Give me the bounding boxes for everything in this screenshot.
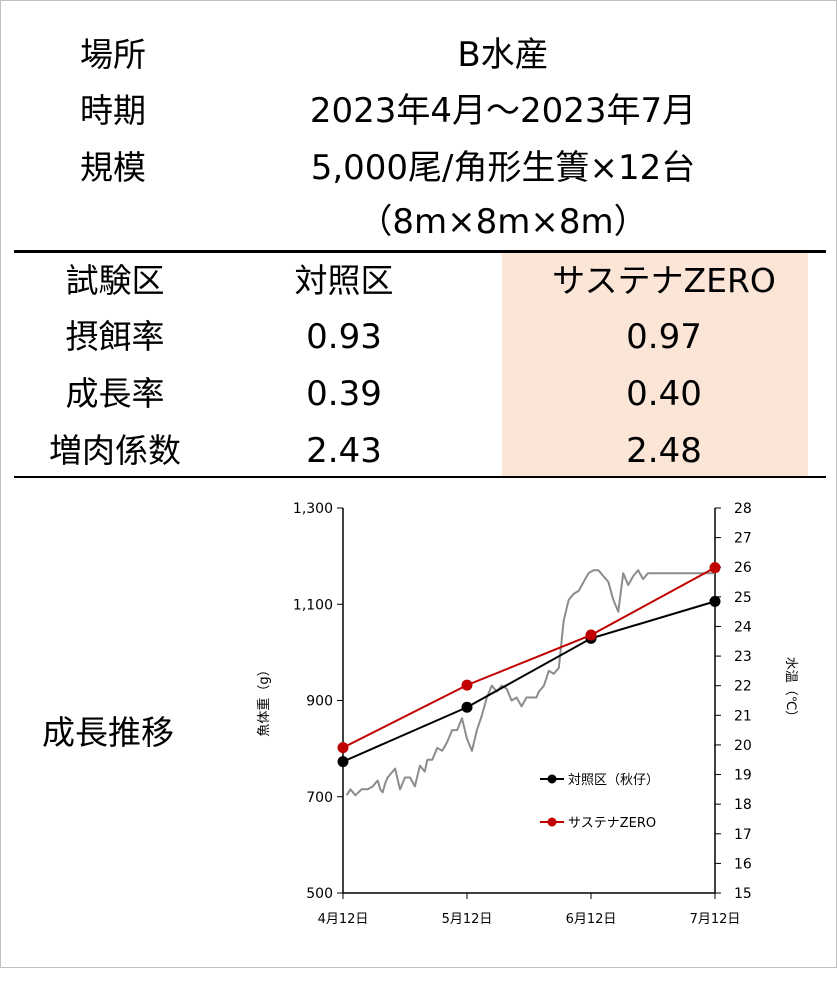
y2-tick-label: 16 <box>734 856 752 872</box>
table-cell-test: 0.40 <box>626 374 702 414</box>
table-cell-control: 0.39 <box>306 374 382 414</box>
y2-tick-label: 23 <box>734 649 752 665</box>
table-header-control: 対照区 <box>294 261 394 300</box>
series-line-1 <box>342 566 716 749</box>
table-top-rule <box>14 250 826 253</box>
table-row-label: 摂餌率 <box>65 317 165 356</box>
y2-tick-label: 19 <box>734 768 752 784</box>
scale-value: 5,000尾/角形生簀×12台 <box>310 148 696 188</box>
table-cell-test: 0.97 <box>626 317 702 357</box>
table-cell-control: 2.43 <box>306 431 382 471</box>
y2-tick-label: 26 <box>734 560 752 576</box>
x-tick-label: 4月12日 <box>318 912 369 927</box>
series-point-1 <box>337 742 349 754</box>
scale-label: 規模 <box>80 148 146 187</box>
legend-swatch-marker <box>547 817 557 827</box>
y-tick-label: 1,300 <box>293 501 333 517</box>
test-column-highlight <box>502 253 808 477</box>
y2-axis-title: 水温（℃） <box>783 657 798 724</box>
y2-tick-label: 15 <box>734 886 752 902</box>
x-tick-label: 5月12日 <box>442 912 493 927</box>
series-point-1 <box>709 562 721 574</box>
y-axis-title: 魚体重（g） <box>256 663 272 736</box>
series-point-1 <box>585 629 597 641</box>
legend-label: サステナZERO <box>568 816 656 831</box>
table-cell-control: 0.93 <box>306 317 382 357</box>
legend-swatch-marker <box>547 774 557 784</box>
period-label: 時期 <box>80 91 146 130</box>
series-point-0 <box>709 595 721 607</box>
y2-tick-label: 21 <box>734 708 752 724</box>
y2-tick-label: 17 <box>734 827 752 843</box>
y-tick-label: 700 <box>306 790 333 806</box>
y2-tick-label: 24 <box>734 619 752 635</box>
scale-value-dimensions: （8m×8m×8m） <box>358 202 648 242</box>
x-tick-label: 7月12日 <box>690 912 741 927</box>
y2-tick-label: 20 <box>734 738 752 754</box>
table-header-label: 試験区 <box>65 261 165 300</box>
series-point-0 <box>461 701 473 713</box>
growth-label: 成長推移 <box>42 713 174 752</box>
table-row-label: 増肉係数 <box>49 431 181 470</box>
y2-tick-label: 18 <box>734 797 752 813</box>
series-point-0 <box>337 756 349 768</box>
water-temp-line <box>345 569 715 797</box>
table-cell-test: 2.48 <box>626 431 702 471</box>
y2-tick-label: 25 <box>734 590 752 606</box>
period-value: 2023年4月～2023年7月 <box>309 91 697 131</box>
y-tick-label: 900 <box>306 694 333 710</box>
series-line-0 <box>342 600 716 763</box>
table-row-label: 成長率 <box>65 374 165 413</box>
table-bottom-rule <box>14 476 826 478</box>
y-tick-label: 500 <box>306 886 333 902</box>
x-tick-label: 6月12日 <box>566 912 617 927</box>
series-point-1 <box>461 679 473 691</box>
place-value: B水産 <box>457 35 549 75</box>
table-header-test: サステナZERO <box>552 261 776 300</box>
y2-tick-label: 27 <box>734 531 752 547</box>
legend-label: 対照区（秋仔） <box>568 773 659 788</box>
place-label: 場所 <box>80 35 146 74</box>
y2-tick-label: 22 <box>734 679 752 695</box>
y2-tick-label: 28 <box>734 501 752 517</box>
y-tick-label: 1,100 <box>293 597 333 613</box>
